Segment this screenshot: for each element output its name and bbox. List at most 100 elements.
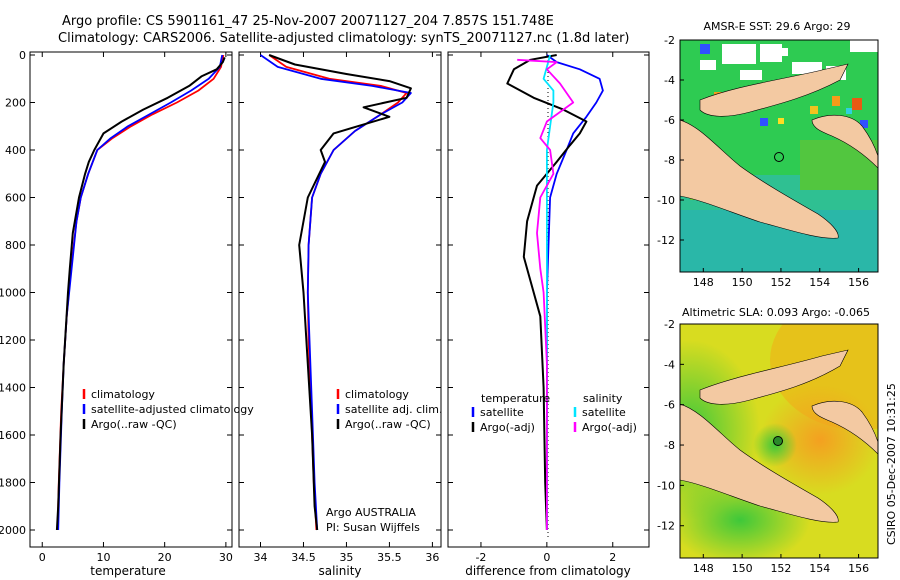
sst-map-lon-label: 148: [693, 276, 714, 289]
sst-grid-cell: [832, 96, 840, 106]
salinity-xlabel: salinity: [318, 564, 361, 578]
depth-tick-label: 800: [5, 239, 26, 252]
temperature-legend: climatology satellite-adjusted climatolog…: [82, 388, 254, 431]
difference-legend-label: satellite: [582, 406, 626, 419]
difference-series: [506, 54, 604, 531]
sla-land-new-ireland: [811, 400, 878, 455]
depth-tick-label: 600: [5, 192, 26, 205]
sst-map-field: [680, 40, 878, 272]
sla-map-panel: Altimetric SLA: 0.093 Argo: -0.065 148 15…: [657, 306, 879, 575]
sst-grid-cell: [760, 118, 768, 126]
salinity-legend-label: Argo(..raw -QC): [345, 418, 431, 431]
salinity-legend-label: climatology: [345, 388, 409, 401]
difference-xtick-label: -2: [475, 551, 486, 564]
difference-xlabel: difference from climatology: [465, 564, 631, 578]
sla-map-lat-label: -12: [657, 520, 675, 533]
salinity-series-argo-raw-qc: [268, 54, 412, 531]
salinity-legend-label: satellite adj. clim.: [345, 403, 442, 416]
sla-map-lon-label: 156: [848, 562, 869, 575]
temperature-ticks: 0 10 20 30 0 200 400 600 800 1000 1200 1400 1600 1800…: [0, 49, 233, 564]
difference-legend-label: Argo(-adj): [480, 421, 535, 434]
temperature-series: [55, 54, 226, 531]
temperature-legend-label: satellite-adjusted climatology: [91, 403, 254, 416]
sst-grid-cell: [850, 40, 878, 52]
sst-grid-cell: [778, 118, 784, 124]
salinity-series: [259, 54, 412, 531]
sst-grid-cell: [810, 106, 818, 114]
sst-map-ticks: 148 150 152 154 156 -2 -4 -6 -8 -10 -12: [657, 34, 869, 289]
sla-land-new-guinea: [680, 403, 839, 523]
depth-tick-label: 200: [5, 97, 26, 110]
difference-legend-label: Argo(-adj): [582, 421, 637, 434]
temperature-legend-label: Argo(..raw -QC): [91, 418, 177, 431]
sst-map-panel: AMSR-E SST: 29.6 Argo: 29 148 150 152 154 15…: [657, 20, 879, 289]
depth-tick-label: 1000: [0, 287, 26, 300]
temperature-series-climatology: [56, 54, 225, 531]
depth-tick-label: 1400: [0, 382, 26, 395]
salinity-xtick-label: 36: [425, 551, 439, 564]
sst-grid-cell: [846, 108, 852, 114]
depth-tick-label: 400: [5, 144, 26, 157]
argo-pi-note: PI: Susan Wijffels: [326, 521, 420, 534]
sst-grid-cell: [700, 44, 710, 54]
sst-map-lat-label: -4: [664, 74, 675, 87]
depth-tick-label: 1800: [0, 477, 26, 490]
sla-map-lat-label: -10: [657, 479, 675, 492]
temperature-xtick-label: 10: [96, 551, 110, 564]
sst-map-title: AMSR-E SST: 29.6 Argo: 29: [703, 20, 850, 33]
difference-panel: -2 0 2 difference from climatology tempera…: [447, 51, 650, 578]
salinity-panel: 34 34.5 35 35.5 36 salinity climatology satel…: [238, 51, 442, 578]
sla-map-lat-label: -8: [664, 439, 675, 452]
sst-grid-cell: [852, 98, 862, 110]
temperature-xtick-label: 20: [158, 551, 172, 564]
sst-map-lon-label: 152: [770, 276, 791, 289]
sst-grid-cell: [740, 70, 762, 80]
sla-map-field: [680, 324, 878, 558]
sla-map-lat-label: -4: [664, 358, 675, 371]
argo-program-note: Argo AUSTRALIA: [326, 506, 416, 519]
sst-map-lat-label: -12: [657, 234, 675, 247]
difference-xtick-label: 0: [543, 551, 550, 564]
sst-grid-cell: [722, 44, 756, 64]
difference-legend-header-temperature: temperature: [481, 392, 550, 405]
sst-map-frame: [679, 39, 879, 273]
difference-series-salinity-argo-adj: [517, 58, 575, 530]
sla-map-frame: [679, 323, 879, 559]
temperature-xtick-label: 0: [39, 551, 46, 564]
salinity-xtick-label: 34.5: [291, 551, 316, 564]
sla-map-lon-label: 148: [693, 562, 714, 575]
salinity-axes-frame: [238, 51, 442, 548]
difference-xtick-label: 2: [609, 551, 616, 564]
sst-map-lon-label: 150: [732, 276, 753, 289]
sst-grid-cell: [760, 44, 782, 62]
sst-map-lat-label: -2: [664, 34, 675, 47]
depth-tick-label: 1600: [0, 429, 26, 442]
salinity-series-climatology: [268, 54, 408, 531]
sla-map-lat-label: -6: [664, 399, 675, 412]
sst-land-new-britain: [699, 63, 849, 117]
sla-argo-location-marker: [773, 436, 783, 446]
sla-map-lon-label: 150: [732, 562, 753, 575]
sst-grid-cell: [792, 62, 822, 74]
temperature-series-satellite-adjusted-climatology: [57, 54, 224, 531]
temperature-panel: 0 10 20 30 0 200 400 600 800 1000 1200 1400 1600 1800…: [0, 49, 254, 578]
header-line-2: Climatology: CARS2006. Satellite-adjuste…: [58, 31, 630, 46]
sst-grid-cell: [780, 48, 788, 56]
depth-tick-label: 1200: [0, 334, 26, 347]
sst-map-lat-label: -6: [664, 114, 675, 127]
sst-grid-cell: [700, 60, 716, 70]
sst-map-lon-label: 154: [809, 276, 830, 289]
sst-map-lon-label: 156: [848, 276, 869, 289]
sst-map-lat-label: -10: [657, 194, 675, 207]
sst-land-new-guinea: [680, 119, 839, 239]
sla-map-lon-label: 152: [770, 562, 791, 575]
difference-series-temperature-argo-adj: [506, 54, 588, 531]
sla-map-ticks: 148 150 152 154 156 -2 -4 -6 -8 -10 -12: [657, 318, 869, 575]
salinity-series-satellite-adj-clim: [259, 54, 412, 531]
credit-timestamp: CSIRO 05-Dec-2007 10:31:25: [885, 383, 898, 545]
sst-argo-location-marker: [774, 152, 784, 162]
sla-map-title: Altimetric SLA: 0.093 Argo: -0.065: [682, 306, 870, 319]
sst-land-new-ireland: [811, 114, 878, 169]
salinity-ticks: 34 34.5 35 35.5 36: [239, 52, 441, 564]
